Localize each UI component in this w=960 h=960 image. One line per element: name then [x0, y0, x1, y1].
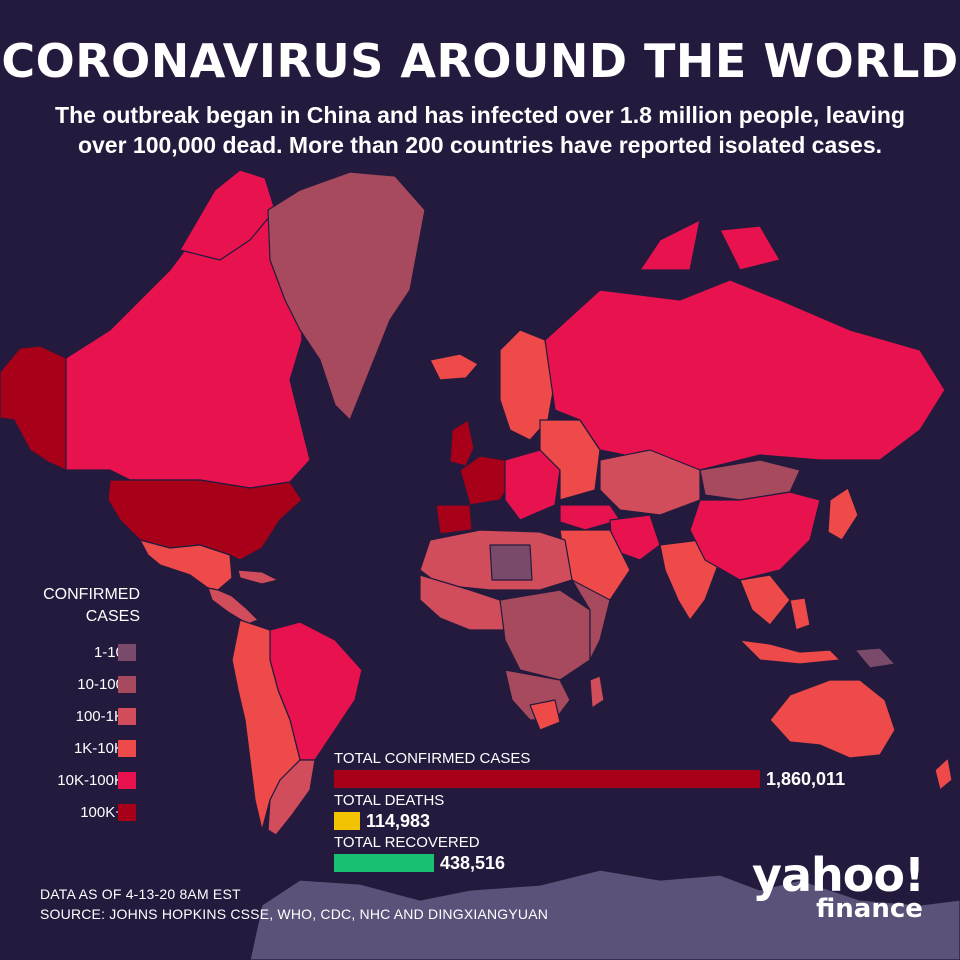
legend-item-label: 100-1K	[75, 708, 124, 725]
legend-item-label: 1K-10K	[73, 740, 124, 757]
map-argentina	[267, 759, 316, 836]
map-australia	[769, 679, 896, 759]
map-antarctica	[249, 869, 960, 960]
recovered-bar	[334, 854, 434, 872]
legend-title-line-2: CASES	[85, 608, 140, 625]
legend: CONFIRMED CASES 1-10 10-100 100-1K 1K-10…	[30, 584, 150, 836]
legend-swatch	[118, 708, 136, 725]
confirmed-row: 1,860,011	[334, 768, 894, 790]
map-caribbean	[237, 569, 279, 585]
yahoo-finance-logo: yahoo! finance	[752, 848, 932, 928]
map-new-zealand	[934, 757, 953, 791]
map-west-africa	[419, 574, 506, 631]
map-indonesia	[739, 639, 841, 665]
map-uk	[449, 419, 475, 467]
stats-panel: TOTAL CONFIRMED CASES 1,860,011 TOTAL DE…	[334, 750, 894, 876]
legend-item-label: 10-100	[77, 676, 124, 693]
recovered-value: 438,516	[440, 853, 506, 873]
map-south-africa	[529, 699, 561, 731]
map-arctic-islands	[179, 169, 276, 261]
confirmed-value: 1,860,011	[766, 769, 846, 789]
legend-swatch	[118, 676, 136, 693]
deaths-label: TOTAL DEATHS	[334, 792, 445, 809]
legend-item-label: 10K-100K	[57, 772, 124, 789]
deaths-value: 114,983	[366, 811, 431, 831]
map-china	[689, 491, 821, 581]
recovered-label: TOTAL RECOVERED	[334, 834, 480, 851]
legend-item: 100-1K	[30, 708, 150, 740]
map-east-africa	[571, 579, 611, 661]
map-kazakhstan	[599, 449, 701, 516]
map-usa	[107, 479, 303, 561]
confirmed-bar	[334, 770, 760, 788]
map-russia-north-islands	[639, 219, 781, 271]
deaths-row: 114,983	[334, 810, 894, 832]
map-central-america	[207, 587, 259, 625]
legend-item: 10K-100K	[30, 772, 150, 804]
map-spain	[435, 504, 473, 535]
footer: DATA AS OF 4-13-20 8AM EST SOURCE: JOHNS…	[40, 884, 548, 924]
subtitle-line-1: The outbreak began in China and has infe…	[55, 102, 905, 128]
legend-swatch	[118, 644, 136, 661]
legend-title-line-1: CONFIRMED	[43, 586, 140, 603]
legend-item: 1K-10K	[30, 740, 150, 772]
map-southeast-asia	[739, 574, 791, 626]
map-alaska	[0, 345, 67, 471]
page-title: CORONAVIRUS AROUND THE WORLD	[1, 34, 959, 88]
map-iceland	[429, 353, 479, 381]
legend-swatch	[118, 804, 136, 821]
legend-item: 10-100	[30, 676, 150, 708]
legend-item-label: 100K+	[80, 804, 124, 821]
legend-item-label: 1-10	[93, 644, 124, 661]
legend-item: 1-10	[30, 644, 150, 676]
legend-title: CONFIRMED CASES	[30, 584, 140, 628]
data-source: SOURCE: JOHNS HOPKINS CSSE, WHO, CDC, NH…	[40, 906, 549, 922]
page-subtitle: The outbreak began in China and has infe…	[20, 100, 940, 160]
map-libya	[489, 544, 533, 581]
map-greenland	[267, 171, 426, 421]
legend-swatch	[118, 772, 136, 789]
map-japan	[827, 487, 859, 541]
map-papua-new-guinea	[854, 647, 896, 669]
logo-yahoo-text: yahoo!	[752, 848, 925, 902]
map-central-africa	[499, 589, 591, 681]
subtitle-line-2: over 100,000 dead. More than 200 countri…	[77, 132, 883, 158]
map-russia	[544, 279, 946, 471]
map-philippines	[789, 597, 811, 631]
data-date: DATA AS OF 4-13-20 8AM EST	[40, 886, 241, 902]
legend-item: 100K+	[30, 804, 150, 836]
map-turkey	[559, 504, 621, 531]
legend-swatch	[118, 740, 136, 757]
map-madagascar	[589, 675, 605, 709]
confirmed-label: TOTAL CONFIRMED CASES	[334, 750, 531, 767]
deaths-bar	[334, 812, 360, 830]
logo-finance-text: finance	[816, 894, 923, 924]
recovered-row: 438,516	[334, 852, 894, 874]
